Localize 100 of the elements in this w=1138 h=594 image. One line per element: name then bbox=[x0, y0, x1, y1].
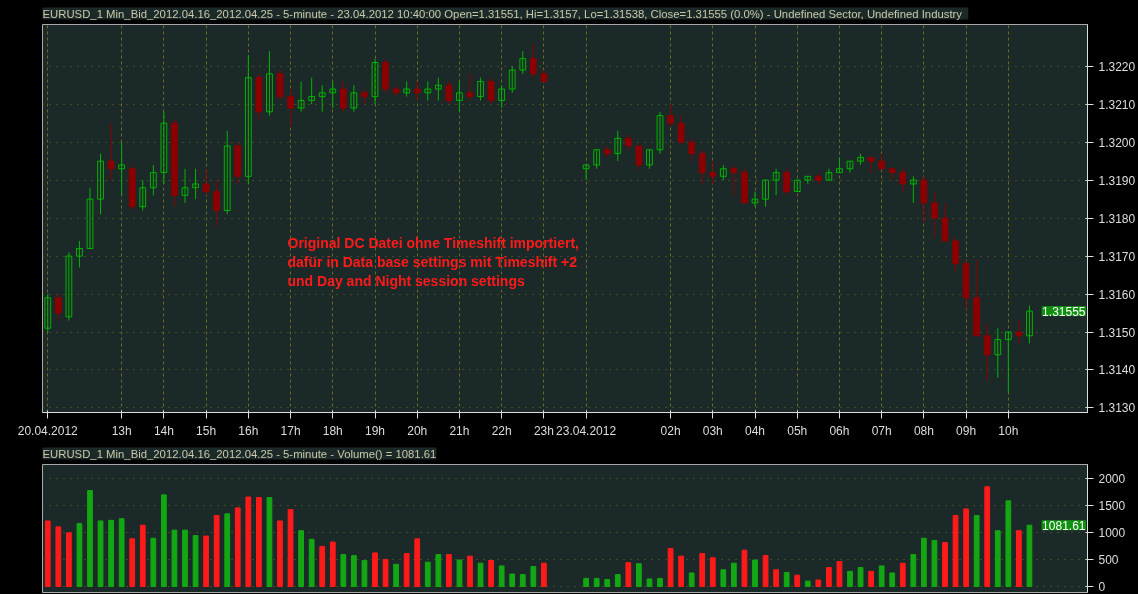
candlestick bbox=[297, 80, 305, 113]
candlestick bbox=[1004, 331, 1012, 394]
bar bbox=[319, 545, 326, 588]
y-tick-label: 1.3160 bbox=[1098, 287, 1136, 302]
candlestick bbox=[983, 323, 991, 382]
candlestick bbox=[76, 240, 83, 268]
candlestick bbox=[181, 168, 189, 204]
bar bbox=[878, 565, 885, 588]
x-tick-label: 07h bbox=[871, 423, 892, 438]
y-tick-label: 1.3150 bbox=[1098, 325, 1136, 340]
candlestick bbox=[508, 65, 516, 94]
candlestick bbox=[308, 77, 316, 105]
candlestick bbox=[762, 179, 769, 208]
x-tick-label: 23.04.2012 bbox=[556, 423, 617, 438]
bar bbox=[108, 519, 114, 588]
candlestick bbox=[266, 50, 273, 117]
bar bbox=[994, 530, 1001, 588]
candlestick bbox=[487, 77, 495, 105]
candlestick bbox=[54, 293, 62, 322]
bar bbox=[76, 523, 83, 588]
bar bbox=[150, 537, 157, 588]
bar bbox=[361, 560, 368, 588]
bar bbox=[203, 535, 209, 588]
candlestick bbox=[783, 168, 791, 196]
candlestick bbox=[825, 168, 833, 181]
bar bbox=[593, 577, 600, 588]
y-tick-label: 1.3200 bbox=[1098, 135, 1136, 150]
bar bbox=[752, 559, 758, 588]
bar bbox=[498, 565, 505, 588]
annotation: 1081.61 bbox=[1042, 518, 1086, 533]
bar bbox=[477, 562, 484, 588]
y-tick-label: 1.3190 bbox=[1098, 173, 1136, 188]
bar bbox=[44, 520, 51, 588]
candlestick bbox=[318, 84, 326, 113]
bar bbox=[414, 538, 421, 588]
bar bbox=[794, 574, 801, 588]
y-tick-label: 1000 bbox=[1098, 525, 1126, 540]
bar bbox=[97, 520, 104, 588]
bar bbox=[804, 580, 811, 588]
candlestick bbox=[413, 80, 421, 101]
bar bbox=[857, 567, 864, 588]
candlestick bbox=[276, 69, 284, 101]
x-tick-label: 09h bbox=[956, 423, 977, 438]
candlestick bbox=[287, 88, 294, 128]
y-tick-label: 1.3130 bbox=[1098, 401, 1136, 416]
x-tick-label: 19h bbox=[364, 423, 386, 438]
candlestick bbox=[931, 191, 938, 238]
y-tick-label: 1.3180 bbox=[1098, 211, 1136, 226]
bar bbox=[55, 526, 62, 588]
candlestick bbox=[65, 251, 73, 322]
bar bbox=[308, 538, 315, 588]
bar bbox=[773, 569, 779, 588]
candlestick bbox=[1026, 304, 1033, 344]
bar bbox=[139, 524, 146, 588]
bar bbox=[351, 555, 357, 588]
bar bbox=[952, 514, 959, 588]
candlestick bbox=[646, 149, 653, 170]
y-tick-label: 1500 bbox=[1098, 498, 1126, 513]
candlestick bbox=[339, 80, 347, 113]
bar bbox=[625, 562, 632, 588]
bar bbox=[921, 537, 927, 588]
bar bbox=[783, 571, 790, 588]
bar bbox=[467, 555, 473, 588]
y-tick-label: 500 bbox=[1098, 552, 1119, 567]
candlestick bbox=[466, 73, 474, 101]
bar bbox=[277, 520, 283, 588]
bar bbox=[973, 514, 980, 588]
candlestick bbox=[836, 156, 843, 174]
x-tick-label: 04h bbox=[744, 423, 766, 438]
x-tick-label: 21h bbox=[449, 423, 470, 438]
candlestick bbox=[160, 111, 168, 185]
x-tick-label: 18h bbox=[322, 423, 343, 438]
candlestick bbox=[846, 160, 854, 174]
candlestick bbox=[751, 191, 759, 208]
candlestick bbox=[118, 141, 126, 196]
x-tick-label: 15h bbox=[196, 423, 217, 438]
candlestick bbox=[709, 160, 717, 185]
bar bbox=[699, 552, 706, 588]
bar bbox=[256, 497, 262, 588]
bar bbox=[899, 562, 906, 588]
candlestick bbox=[44, 293, 52, 333]
x-tick-label: 02h bbox=[660, 423, 681, 438]
bar bbox=[161, 494, 167, 588]
candlestick bbox=[107, 122, 115, 181]
bar bbox=[984, 486, 991, 588]
candlestick bbox=[667, 103, 674, 128]
x-tick-label: 16h bbox=[238, 423, 259, 438]
candlestick bbox=[677, 115, 685, 143]
bar bbox=[963, 508, 969, 588]
bar bbox=[66, 532, 72, 588]
bar bbox=[171, 529, 178, 588]
y-tick-label: 1.3140 bbox=[1098, 363, 1136, 378]
candlestick bbox=[498, 84, 506, 109]
bar bbox=[604, 578, 611, 588]
x-tick-label: 06h bbox=[829, 423, 850, 438]
bar bbox=[678, 555, 684, 588]
candlestick bbox=[445, 80, 453, 105]
bar bbox=[667, 548, 674, 588]
bar bbox=[509, 573, 516, 588]
candlestick bbox=[941, 202, 949, 242]
